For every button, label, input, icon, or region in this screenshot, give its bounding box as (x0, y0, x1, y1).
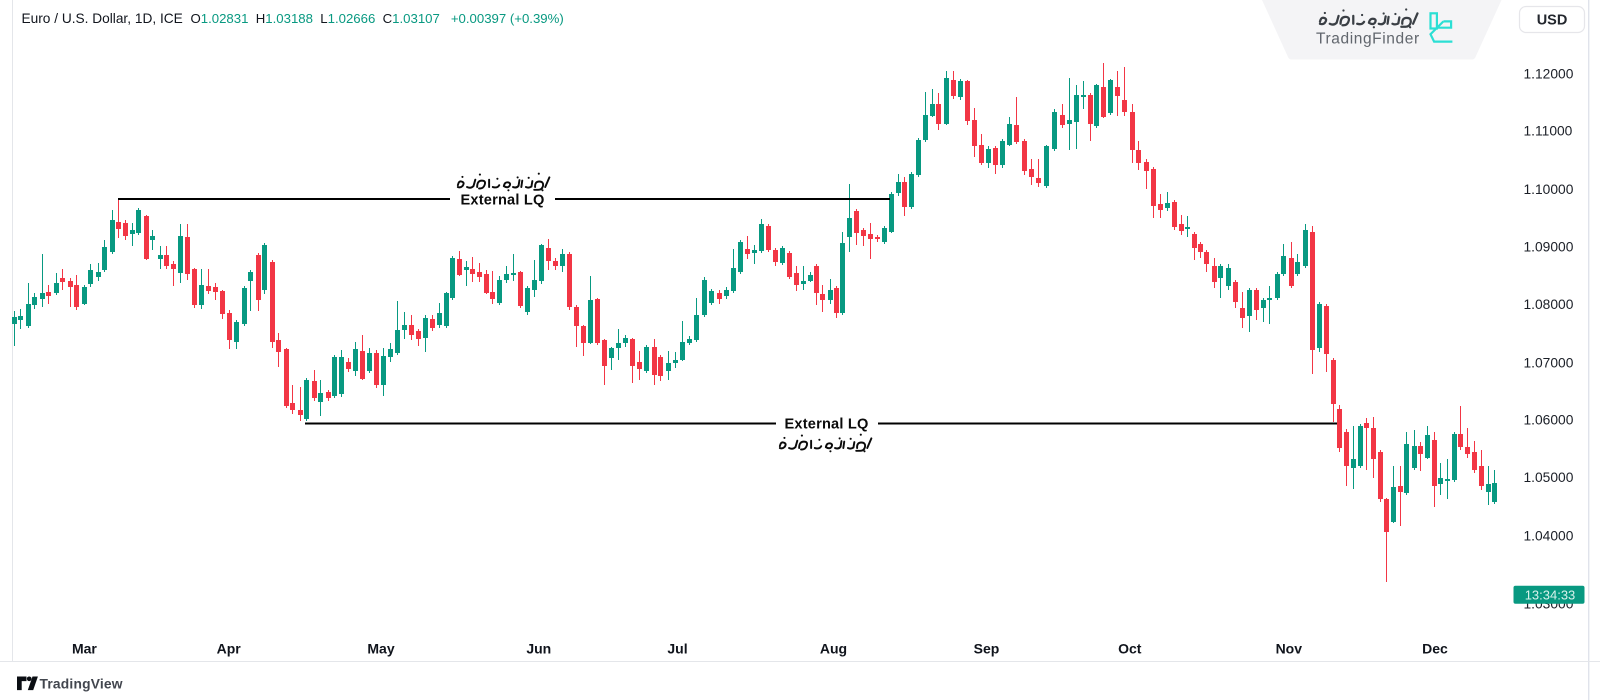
svg-text:TradingView: TradingView (40, 677, 123, 692)
svg-text:Dec: Dec (1422, 640, 1448, 656)
svg-text:USD: USD (1537, 12, 1568, 28)
svg-text:1.08000: 1.08000 (1524, 297, 1574, 312)
svg-text:O1.02831 H1.03188 L1.02666: O1.02831 H1.03188 L1.02666 C1.03107 +0.0… (191, 11, 564, 26)
svg-text:TradingFinder: TradingFinder (1316, 31, 1420, 48)
svg-text:1.06000: 1.06000 (1524, 413, 1574, 428)
svg-text:1.12000: 1.12000 (1524, 66, 1574, 81)
svg-text:1.04000: 1.04000 (1524, 528, 1574, 543)
svg-text:Oct: Oct (1118, 640, 1142, 656)
svg-text:External LQ: External LQ (784, 416, 868, 432)
svg-text:1.09000: 1.09000 (1524, 240, 1574, 255)
svg-text:Mar: Mar (72, 640, 97, 656)
svg-text:Aug: Aug (820, 640, 847, 656)
svg-text:Jun: Jun (526, 640, 551, 656)
svg-text:Nov: Nov (1276, 640, 1303, 656)
svg-text:1.05000: 1.05000 (1524, 470, 1574, 485)
svg-text:External LQ: External LQ (460, 192, 544, 208)
svg-text:1.11000: 1.11000 (1524, 124, 1573, 139)
svg-text:1.10000: 1.10000 (1524, 182, 1574, 197)
svg-text:Euro / U.S. Dollar, 1D, ICE: Euro / U.S. Dollar, 1D, ICE (22, 11, 183, 26)
svg-text:May: May (367, 640, 394, 656)
svg-text:Apr: Apr (217, 640, 242, 656)
svg-text:1.07000: 1.07000 (1524, 355, 1574, 370)
svg-text:Jul: Jul (667, 640, 687, 656)
svg-text:13:34:33: 13:34:33 (1525, 588, 1576, 603)
svg-text:Sep: Sep (974, 640, 1000, 656)
